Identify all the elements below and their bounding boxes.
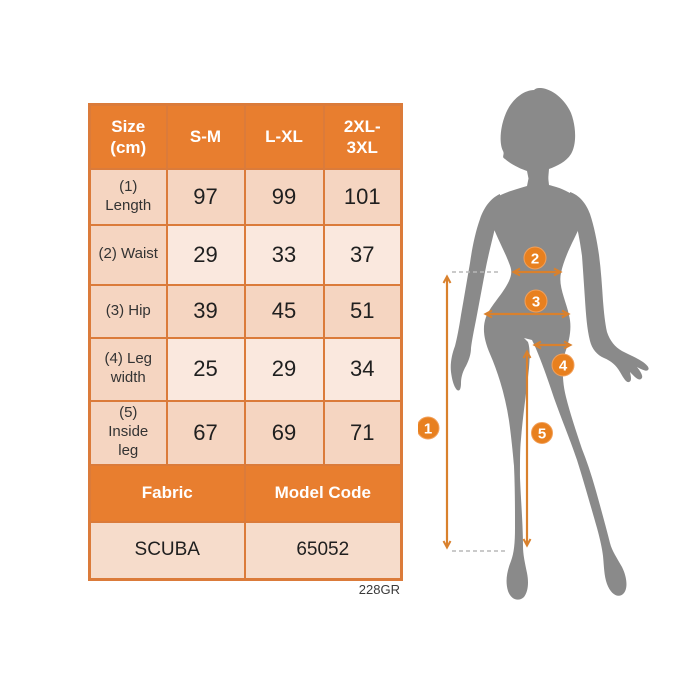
header-l-xl: L-XL	[243, 103, 325, 170]
table-footer-header-row: Fabric Model Code	[88, 463, 403, 523]
body-silhouette	[450, 88, 649, 600]
length-2xl-3xl: 101	[322, 167, 403, 226]
hip-2xl-3xl: 51	[322, 283, 403, 339]
table-row-hip: (3) Hip 39 45 51	[88, 283, 403, 339]
marker-4: 4	[551, 353, 575, 377]
row-label-hip: (3) Hip	[88, 283, 168, 339]
weight-note: 228GR	[358, 582, 400, 597]
inside-leg-s-m: 67	[165, 399, 246, 466]
table-row-waist: (2) Waist 29 33 37	[88, 223, 403, 286]
row-label-leg-width: (4) Leg width	[88, 336, 168, 402]
header-size-cm: Size (cm)	[88, 103, 168, 170]
row-label-inside-leg: (5) Inside leg	[88, 399, 168, 466]
waist-s-m: 29	[165, 223, 246, 286]
marker-1: 1	[418, 416, 440, 440]
marker-3-circle	[524, 289, 548, 313]
model-code-value: 65052	[243, 520, 403, 581]
marker-2-label: 2	[531, 251, 539, 268]
waist-l-xl: 33	[243, 223, 325, 286]
table-footer-value-row: SCUBA 65052	[88, 520, 403, 581]
leg-width-s-m: 25	[165, 336, 246, 402]
marker-3-label: 3	[532, 294, 540, 311]
marker-5-circle	[531, 422, 553, 444]
marker-5: 5	[531, 422, 553, 444]
size-table: Size (cm) S-M L-XL 2XL- 3XL (1) Length 9…	[88, 103, 403, 581]
marker-4-circle	[551, 353, 575, 377]
measurement-diagram: 1 2 3 4 5	[418, 88, 649, 600]
hip-l-xl: 45	[243, 283, 325, 339]
length-s-m: 97	[165, 167, 246, 226]
silhouette-right-arm	[570, 192, 649, 383]
header-s-m: S-M	[165, 103, 246, 170]
silhouette-head	[500, 88, 576, 184]
header-2xl-3xl: 2XL- 3XL	[322, 103, 403, 170]
marker-2-circle	[523, 246, 547, 270]
table-row-leg-width: (4) Leg width 25 29 34	[88, 336, 403, 402]
marker-5-label: 5	[538, 426, 546, 443]
fabric-value: SCUBA	[88, 520, 246, 581]
silhouette-left-arm	[450, 194, 500, 391]
model-code-header: Model Code	[243, 463, 403, 523]
marker-1-label: 1	[424, 421, 432, 438]
fabric-header: Fabric	[88, 463, 246, 523]
row-label-length: (1) Length	[88, 167, 168, 226]
marker-3: 3	[524, 289, 548, 313]
silhouette-torso-legs	[483, 176, 627, 600]
inside-leg-2xl-3xl: 71	[322, 399, 403, 466]
leg-width-2xl-3xl: 34	[322, 336, 403, 402]
waist-2xl-3xl: 37	[322, 223, 403, 286]
length-l-xl: 99	[243, 167, 325, 226]
marker-2: 2	[523, 246, 547, 270]
table-header-row: Size (cm) S-M L-XL 2XL- 3XL	[88, 103, 403, 170]
marker-1-circle	[418, 416, 440, 440]
hip-s-m: 39	[165, 283, 246, 339]
inside-leg-l-xl: 69	[243, 399, 325, 466]
table-row-length: (1) Length 97 99 101	[88, 167, 403, 226]
leg-width-l-xl: 29	[243, 336, 325, 402]
table-row-inside-leg: (5) Inside leg 67 69 71	[88, 399, 403, 466]
row-label-waist: (2) Waist	[88, 223, 168, 286]
marker-4-label: 4	[559, 358, 568, 375]
